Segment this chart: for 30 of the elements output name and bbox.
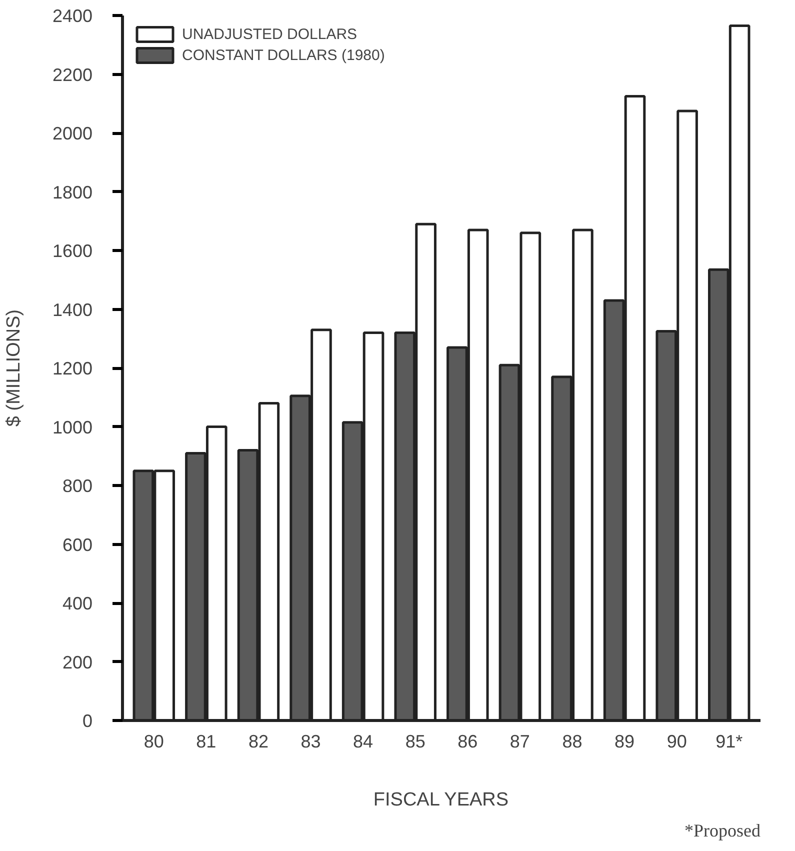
y-tick-label: 1000	[52, 417, 93, 438]
y-tick-label: 1400	[52, 300, 93, 320]
legend-label: CONSTANT DOLLARS (1980)	[182, 46, 385, 64]
x-tick-label: 83	[300, 732, 321, 752]
x-tick-label: 88	[562, 732, 582, 752]
x-axis-title: FISCAL YEARS	[373, 790, 509, 810]
y-tick-label: 2400	[52, 6, 93, 26]
x-tick-label: 89	[614, 732, 635, 752]
x-tick-label: 90	[666, 732, 687, 752]
x-tick-label: 86	[458, 732, 478, 752]
x-tick-label: 84	[353, 732, 374, 752]
y-axis-title: $ (MILLIONS)	[3, 309, 24, 427]
x-tick-label: 81	[196, 732, 216, 752]
x-tick-label: 87	[510, 732, 530, 752]
legend-label: UNADJUSTED DOLLARS	[182, 26, 358, 42]
x-tick-label: 82	[248, 732, 268, 752]
y-tick-label: 400	[62, 594, 93, 614]
y-tick-label: 1800	[52, 182, 93, 202]
x-tick-label: 80	[144, 732, 164, 752]
y-tick-label: 200	[62, 652, 93, 672]
x-tick-label: 85	[405, 732, 426, 752]
y-tick-label: 2200	[52, 64, 93, 85]
y-tick-label: 2000	[52, 124, 93, 144]
y-tick-label: 1600	[52, 241, 93, 261]
x-tick-label: 91*	[716, 732, 743, 752]
y-tick-label: 0	[82, 711, 93, 731]
y-tick-label: 1200	[52, 358, 93, 378]
y-tick-label: 600	[62, 534, 93, 555]
y-tick-label: 800	[62, 476, 93, 496]
text: *Proposed	[684, 820, 760, 840]
